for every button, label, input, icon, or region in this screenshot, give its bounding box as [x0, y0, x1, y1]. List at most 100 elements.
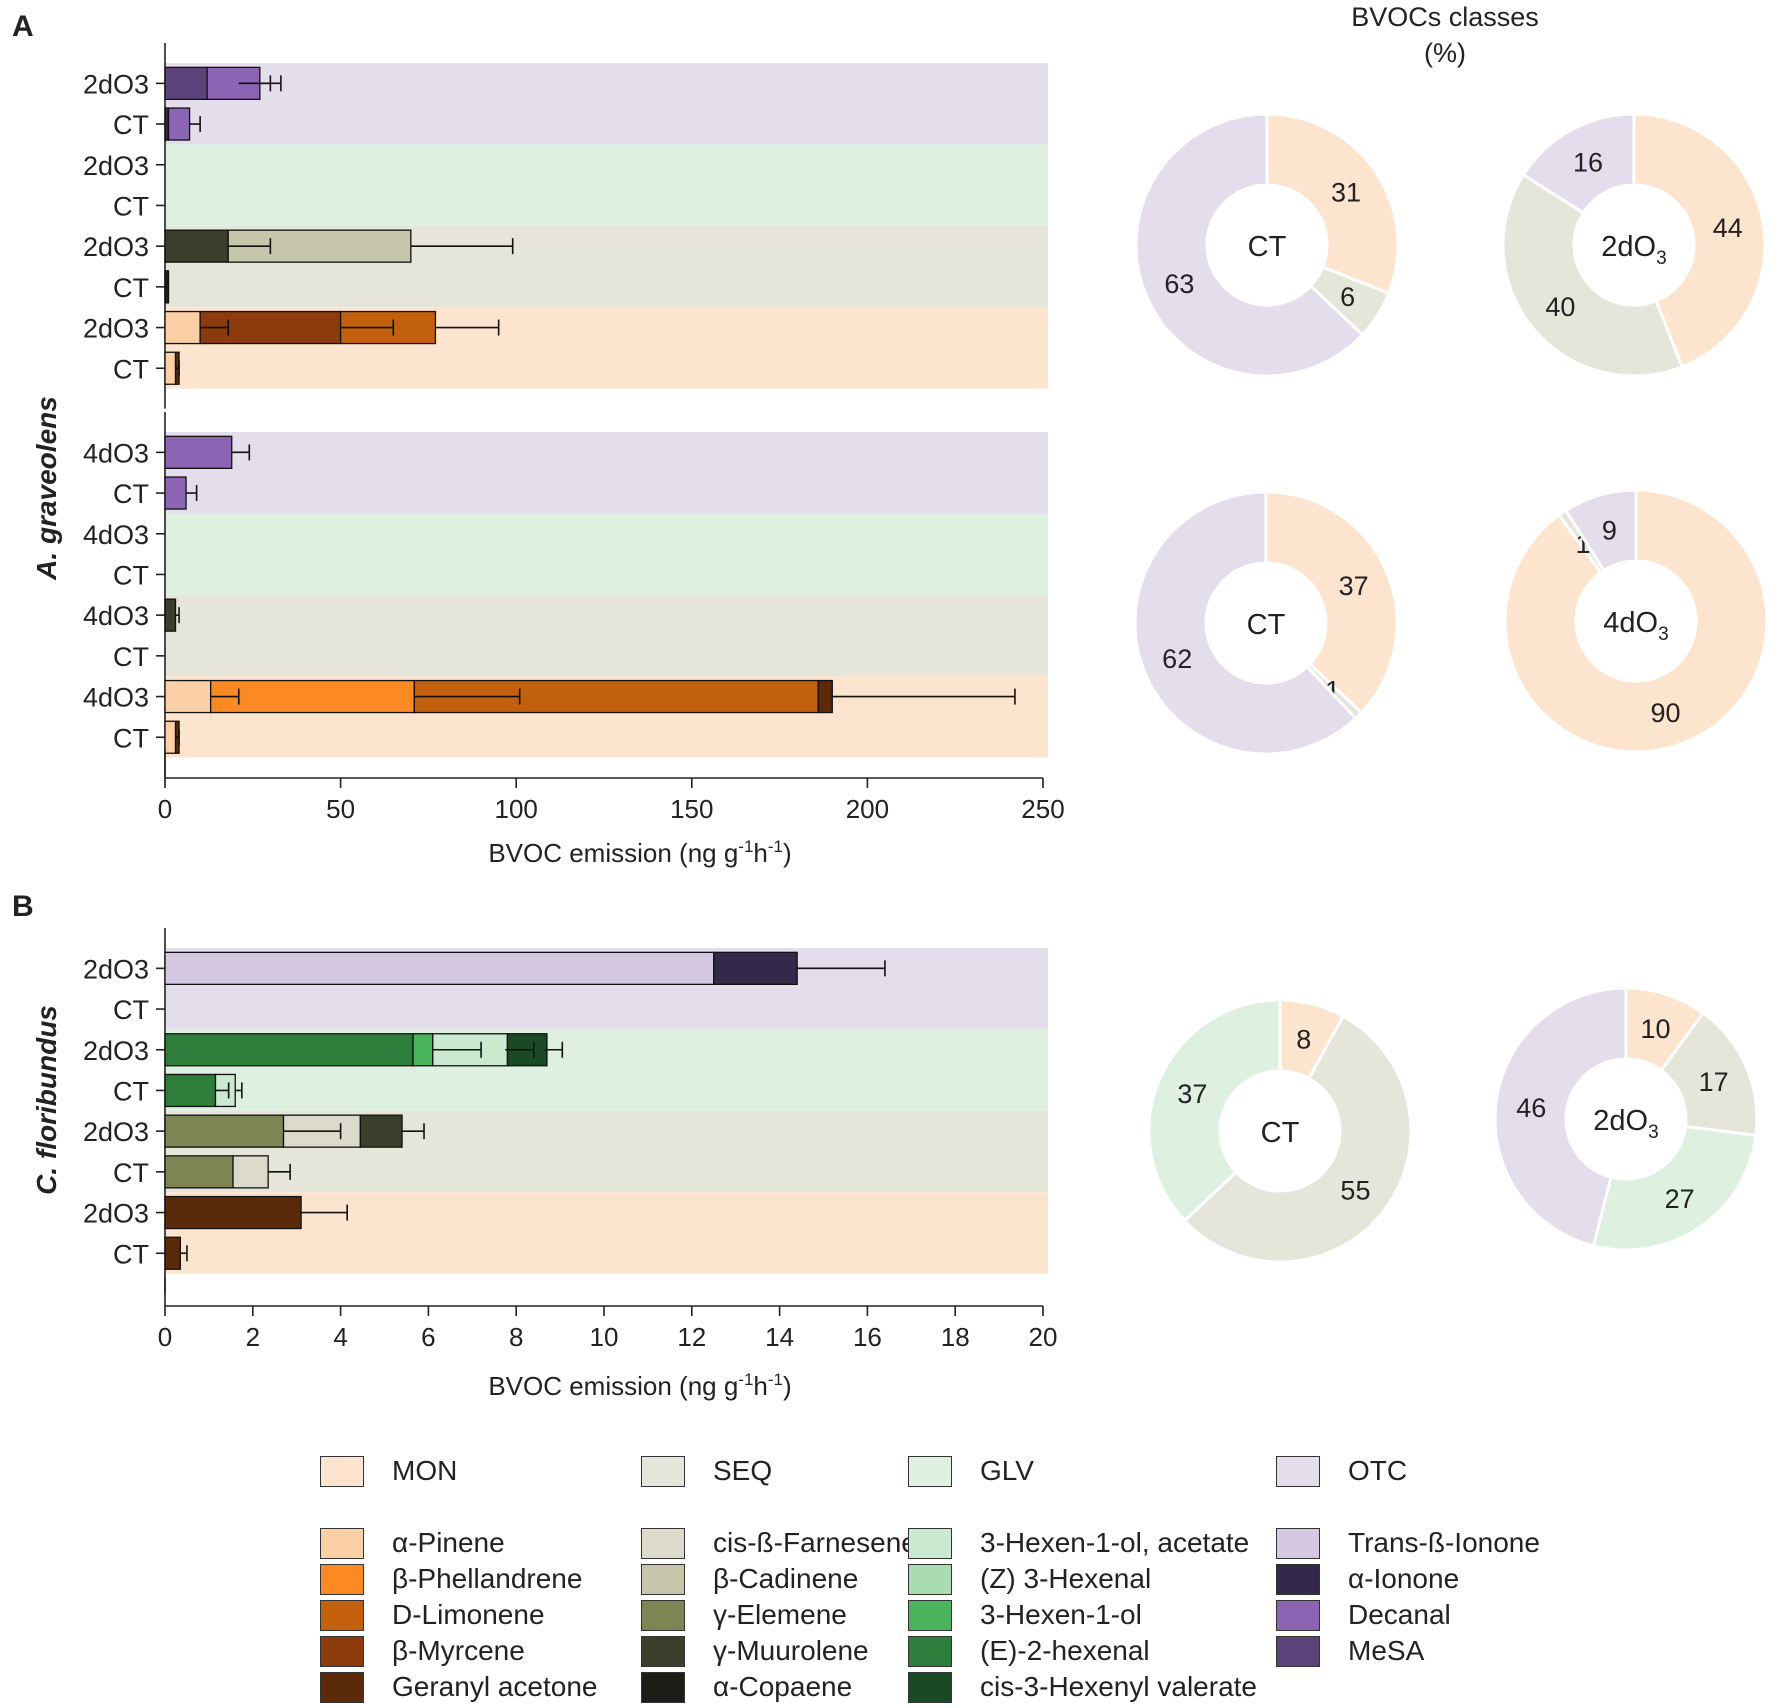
pie-slice-label: 90: [1650, 698, 1680, 728]
band-glv: [165, 144, 1048, 226]
row-label: CT: [113, 479, 149, 509]
row-label: CT: [113, 273, 149, 303]
pie-slice: [1563, 488, 1638, 573]
row-label: CT: [113, 354, 149, 384]
legend-compound-item: Geranyl acetone: [320, 1671, 597, 1703]
row-label: 2dO3: [83, 314, 149, 344]
pie-slice: [1503, 488, 1769, 754]
legend-compound-item: 3-Hexen-1-ol, acetate: [908, 1527, 1249, 1559]
legend-label: (E)-2-hexenal: [980, 1635, 1150, 1666]
pie-center-label: 2dO3: [1601, 231, 1666, 269]
band-mon: [165, 1192, 1048, 1274]
legend-compound-item: β-Phellandrene: [320, 1563, 582, 1595]
legend-swatch: [320, 1635, 364, 1667]
band-glv: [165, 513, 1048, 595]
legend-compound-item: γ-Elemene: [641, 1599, 847, 1631]
x-tick-label: 50: [326, 794, 355, 824]
pie-slice-label: 63: [1164, 269, 1194, 299]
x-tick-label: 8: [509, 1322, 523, 1352]
pie-center-label: CT: [1261, 1117, 1300, 1149]
bar-segment: [164, 1195, 302, 1230]
legend-class-item: SEQ: [641, 1455, 772, 1487]
x-tick-label: 4: [333, 1322, 347, 1352]
band-otc: [165, 63, 1048, 145]
legend-compound-item: D-Limonene: [320, 1599, 545, 1631]
legend-swatch: [1276, 1599, 1320, 1631]
row-label: 2dO3: [83, 69, 149, 99]
bar-segment: [164, 1073, 217, 1108]
legend-compound-item: α-Pinene: [320, 1527, 505, 1559]
pie-slice: [1182, 1014, 1413, 1264]
legend-label: 3-Hexen-1-ol, acetate: [980, 1527, 1250, 1558]
pie-slice: [1264, 490, 1399, 715]
legend-swatch: [1276, 1527, 1320, 1559]
legend-compound-item: β-Cadinene: [641, 1563, 858, 1595]
x-tick-label: 18: [941, 1322, 970, 1352]
pie-slice: [1521, 112, 1636, 215]
legend-label: 3-Hexen-1-ol: [980, 1599, 1142, 1630]
legend-swatch: [320, 1671, 364, 1703]
row-label: CT: [113, 560, 149, 590]
row-label: CT: [113, 642, 149, 672]
x-tick-label: 16: [853, 1322, 882, 1352]
bar-segment: [164, 1155, 234, 1189]
row-label: 2dO3: [83, 1036, 149, 1066]
pie-slice-label: 6: [1340, 282, 1355, 312]
x-tick-label: 100: [495, 794, 538, 824]
row-label: 4dO3: [83, 601, 149, 631]
pie-slice-label: 44: [1713, 213, 1743, 243]
legend-swatch: [908, 1635, 952, 1667]
bar-segment: [164, 1114, 285, 1148]
legend-compound-item: cis-ß-Farnesene: [641, 1527, 917, 1559]
row-label: 4dO3: [83, 683, 149, 713]
pie-slice: [1591, 1124, 1758, 1252]
legend-compound-item: Decanal: [1276, 1599, 1451, 1631]
bar-segment: [164, 66, 208, 100]
legend-label: OTC: [1348, 1455, 1408, 1486]
bar-segment: [164, 1236, 182, 1270]
bar-segment: [164, 679, 212, 714]
pie-center-label: CT: [1247, 609, 1286, 641]
legend-label: α-Pinene: [392, 1527, 505, 1558]
row-label: CT: [113, 723, 149, 753]
row-label: 2dO3: [83, 1199, 149, 1229]
legend-swatch: [908, 1455, 952, 1487]
bar-segment: [164, 476, 187, 510]
x-tick-label: 10: [590, 1322, 619, 1352]
legend-compound-item: 3-Hexen-1-ol: [908, 1599, 1142, 1631]
legend-compound-item: cis-3-Hexenyl valerate: [908, 1671, 1257, 1703]
x-tick-label: 0: [158, 794, 172, 824]
row-label: CT: [113, 191, 149, 221]
pie-slice-label: 9: [1602, 515, 1617, 545]
bar-segment: [164, 351, 177, 385]
pie-slice-label: 17: [1699, 1067, 1729, 1097]
legend-swatch: [641, 1671, 685, 1703]
species-label: A. graveolens: [31, 396, 62, 581]
legend-swatch: [320, 1599, 364, 1631]
x-tick-label: 12: [677, 1322, 706, 1352]
pie-slice-label: 40: [1545, 292, 1575, 322]
legend-label: Trans-ß-Ionone: [1348, 1527, 1540, 1558]
bar-segment: [164, 598, 177, 632]
legend-swatch: [908, 1599, 952, 1631]
legend-class-item: OTC: [1276, 1455, 1407, 1487]
legend-compound-item: (E)-2-hexenal: [908, 1635, 1150, 1667]
pie-slice-label: 37: [1339, 571, 1369, 601]
bar-segment: [164, 270, 170, 304]
legend-compound-item: α-Copaene: [641, 1671, 852, 1703]
row-label: 2dO3: [83, 151, 149, 181]
pie-title: BVOCs classes: [1351, 2, 1539, 32]
pie-slice-label: 16: [1573, 147, 1603, 177]
pie-slice-label: 62: [1162, 644, 1192, 674]
x-tick-label: 0: [158, 1322, 172, 1352]
legend-label: GLV: [980, 1455, 1034, 1486]
row-label: 4dO3: [83, 520, 149, 550]
x-tick-label: 6: [421, 1322, 435, 1352]
panel-letter: B: [12, 890, 34, 923]
bar-segment: [817, 679, 833, 714]
bar-segment: [164, 310, 201, 345]
x-axis-label: BVOC emission (ng g-1h-1): [488, 837, 791, 868]
row-label: CT: [113, 1076, 149, 1106]
row-label: 2dO3: [83, 232, 149, 262]
